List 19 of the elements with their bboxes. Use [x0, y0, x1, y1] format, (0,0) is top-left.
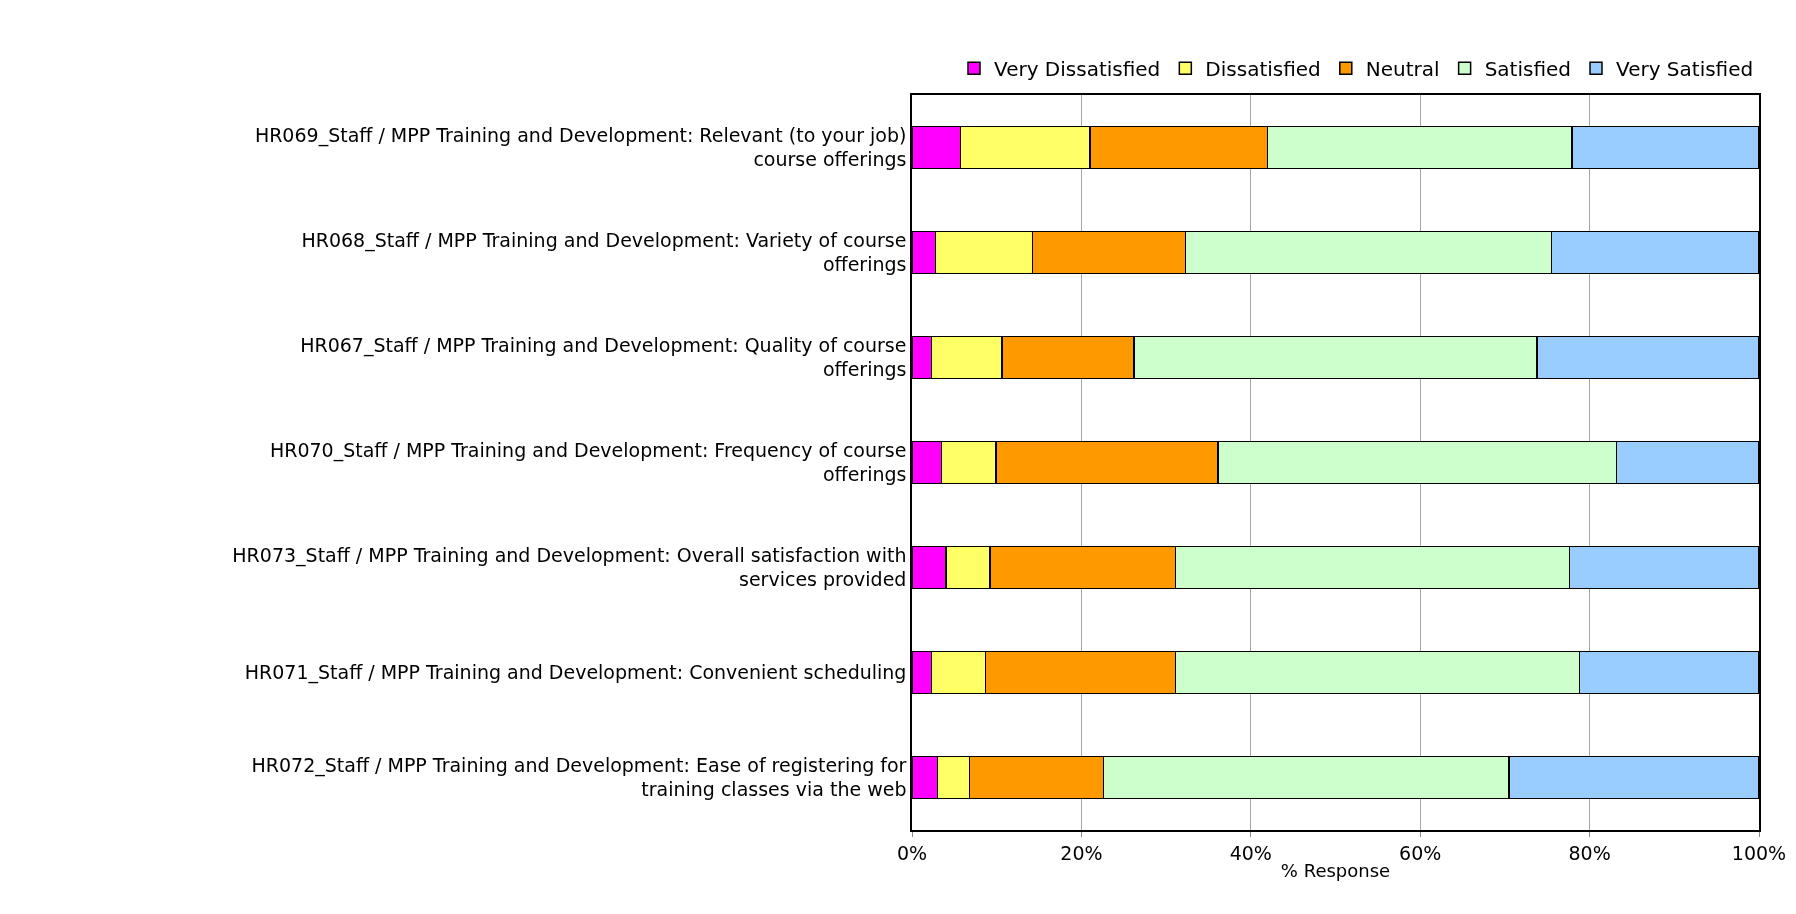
y-tick-label: HR068_Staff / MPP Training and Development: Variety of course offerings	[301, 228, 907, 276]
legend-label: Dissatisfied	[1205, 56, 1321, 81]
legend-label: Satisfied	[1484, 56, 1571, 81]
y-tick-label: HR072_Staff / MPP Training and Development: Ease of registering for training classes via the web	[251, 753, 907, 801]
legend-label: Neutral	[1365, 56, 1440, 81]
y-tick-label: HR069_Staff / MPP Training and Development: Relevant (to your job) course offerings	[254, 123, 907, 171]
legend-label: Very Dissatisfied	[994, 56, 1161, 81]
y-tick-label: HR070_Staff / MPP Training and Development: Frequency of course offerings	[269, 438, 907, 486]
x-tick-label: 40%	[1229, 841, 1272, 864]
legend-label: Very Satisfied	[1616, 56, 1754, 81]
y-tick-label: HR071_Staff / MPP Training and Development: Convenient scheduling	[244, 661, 907, 685]
x-tick-label: 100%	[1731, 841, 1787, 864]
x-tick-label: 80%	[1568, 841, 1611, 864]
x-axis-title: % Response	[1280, 860, 1391, 882]
x-tick-label: 60%	[1399, 841, 1442, 864]
y-tick-label: HR073_Staff / MPP Training and Development: Overall satisfaction with services provided	[232, 543, 907, 591]
y-tick-label: HR067_Staff / MPP Training and Development: Quality of course offerings	[300, 333, 907, 381]
x-tick-label: 0%	[896, 841, 928, 864]
x-tick-label: 20%	[1060, 841, 1103, 864]
